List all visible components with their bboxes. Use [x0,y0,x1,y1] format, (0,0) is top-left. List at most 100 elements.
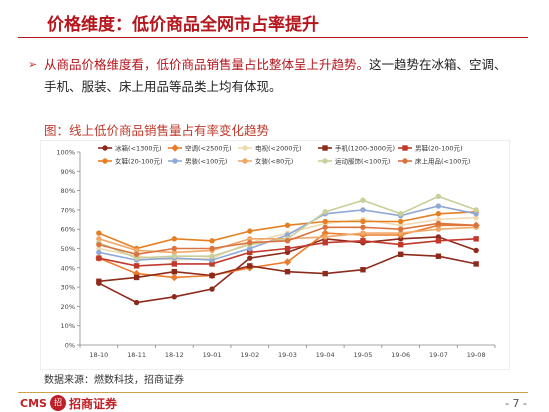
y-tick-label: 70% [61,206,75,214]
legend-label: 冰箱(<1300元) [115,144,162,153]
data-point [360,207,366,213]
legend-label: 运动服饰(<100元) [335,157,390,166]
data-point [435,203,442,209]
data-point [171,261,178,267]
data-point [360,218,366,225]
legend-item: 电视(<2000元) [238,144,302,153]
data-point [133,274,140,281]
x-tick-label: 19-03 [278,351,297,359]
data-point [96,255,102,261]
data-point [473,236,479,242]
data-point [360,238,366,244]
legend-label: 男装(<100元) [185,157,227,166]
data-point [242,158,248,164]
footer-divider [18,392,528,393]
y-tick-label: 30% [61,284,75,292]
x-tick-label: 19-07 [429,351,448,359]
data-point [247,263,253,269]
data-point [171,144,179,152]
y-tick-label: 10% [61,322,75,330]
data-point [242,145,248,151]
data-point [247,228,253,234]
x-tick-label: 18-10 [89,351,108,359]
data-point [402,158,408,164]
y-tick-label: 80% [61,187,75,195]
x-tick-label: 19-05 [354,351,373,359]
x-tick-label: 18-12 [165,351,184,359]
data-source: 数据来源：燃数科技，招商证券 [44,375,184,386]
data-point [435,253,442,259]
x-tick-label: 19-06 [391,351,410,359]
data-point [133,251,140,257]
page-title: 价格维度：低价商品全网市占率提升 [47,15,319,35]
chart-legend: 冰箱(<1300元) 空调(<2500元) 电视(<2000元) 手机(1200-30… [98,144,470,166]
figure-caption: 图：线上低价商品销售量占有率变化趋势 [44,123,270,138]
data-point [397,218,404,225]
data-point [322,218,328,225]
bullet-paragraph: 从商品价格维度看，低价商品销售量占比整体呈上升趋势。这一趋势在冰箱、空调、手机、… [44,54,514,98]
logo-text: CMS [20,396,47,410]
data-point [133,299,140,306]
data-point [102,145,108,151]
x-tick-label: 19-04 [316,351,335,359]
data-point [96,241,102,248]
data-point [322,270,328,277]
y-tick-label: 0% [65,342,75,350]
data-point [209,238,215,244]
x-tick-label: 19-02 [240,351,259,359]
legend-item: 女鞋(20-100元) [98,157,163,166]
series-group [96,251,479,285]
bullet-highlight: 从商品价格维度看，低价商品销售量占比整体呈上升趋势。 [44,57,370,72]
page-number: - 7 - [505,397,527,410]
data-point [171,236,178,242]
data-point [284,222,291,229]
legend-item: 空调(<2500元) [168,144,232,153]
data-point [96,249,102,256]
line-chart: 冰箱(<1300元) 空调(<2500元) 电视(<2000元) 手机(1200-30… [40,140,510,370]
data-point [473,207,479,213]
y-tick-label: 50% [61,245,75,253]
x-axis: 18-10 18-11 18-12 19-01 19-02 19-03 19-04 19-05… [79,344,496,359]
data-point [360,267,366,273]
data-point [247,240,253,246]
bullet-rest: 这一趋势在冰箱、空调、手机、服装、床上用品等品类上均有体现。 [44,57,507,94]
logo-badge-icon: 招 [49,395,66,411]
data-point [170,273,179,282]
data-point [247,255,253,261]
data-point [360,197,366,203]
legend-item: 床上用品(<100元) [398,157,470,166]
legend-item: 男鞋(20-100元) [398,144,463,153]
data-point [397,251,404,257]
data-point [209,253,215,259]
data-point [284,238,291,244]
data-point [322,145,328,151]
data-point [322,224,328,230]
data-point [360,224,366,230]
y-tick-label: 90% [61,168,75,176]
data-point [473,247,479,254]
data-point [171,253,178,259]
chart-series [95,193,480,306]
legend-label: 男鞋(20-100元) [415,144,463,153]
data-point [172,158,178,164]
legend-label: 女装(<80元) [255,157,293,166]
x-tick-label: 18-11 [127,351,146,359]
legend-label: 女鞋(20-100元) [115,157,163,166]
data-point [322,158,328,164]
data-point [473,222,479,229]
legend-label: 手机(1200-3000元) [335,144,395,153]
x-tick-label: 19-01 [203,351,222,359]
data-point [322,209,328,215]
logo-name: 招商证券 [68,396,117,411]
data-point [96,278,102,285]
data-point [171,268,178,275]
series-group [96,236,479,269]
data-point [133,263,140,269]
data-point [360,230,366,236]
data-point [171,294,178,300]
data-point [402,145,408,151]
data-point [96,230,102,236]
legend-label: 空调(<2500元) [185,144,232,153]
data-point [209,272,215,279]
data-point [435,238,442,244]
